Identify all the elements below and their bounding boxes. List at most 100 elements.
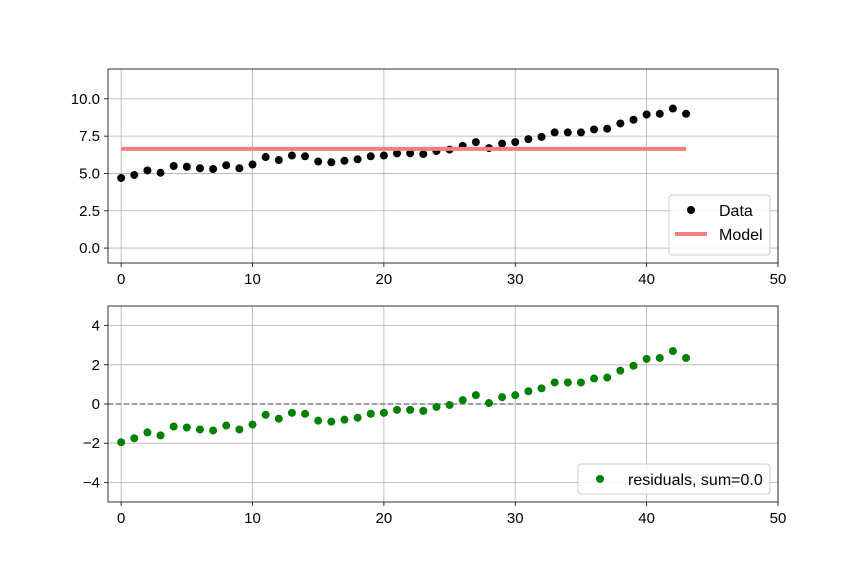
bottom-data-point	[156, 431, 165, 440]
bottom-data-point	[195, 425, 204, 434]
top-data-point	[130, 170, 139, 179]
top-data-point	[471, 138, 480, 147]
bottom-legend: residuals, sum=0.0	[577, 463, 771, 495]
bottom-x-ticks: 0 10 20 30 40 50	[117, 502, 786, 527]
bottom-series	[117, 347, 691, 447]
top-data-point	[563, 128, 572, 137]
bottom-data-point	[287, 408, 296, 417]
bottom-data-point	[445, 400, 454, 409]
top-data-point	[393, 149, 402, 158]
top-y-ticks: 0.0 2.5 5.0 7.5 10.0	[71, 91, 108, 257]
bottom-data-point	[537, 384, 546, 393]
top-data-point	[143, 166, 152, 175]
bottom-data-point	[366, 409, 375, 418]
top-grid	[108, 69, 779, 263]
top-data-point	[287, 151, 296, 160]
bottom-y-tick-label: −4	[83, 474, 100, 491]
top-data-point	[419, 150, 428, 159]
top-data-point	[550, 128, 559, 137]
top-y-tick-label: 5.0	[79, 165, 100, 182]
bottom-data-point	[406, 405, 415, 414]
bottom-data-point	[655, 353, 664, 362]
top-y-tick-label: 2.5	[79, 203, 100, 220]
top-x-tick-label: 40	[638, 271, 655, 288]
top-data-point	[222, 161, 231, 170]
top-legend: Data Model	[668, 194, 771, 256]
top-axes-frame	[107, 68, 779, 264]
top-x-tick-label: 30	[507, 271, 524, 288]
bottom-data-point	[117, 438, 126, 447]
bottom-data-point	[484, 399, 493, 408]
bottom-legend-marker	[596, 475, 604, 483]
bottom-data-point	[235, 425, 244, 434]
bottom-data-point	[169, 422, 178, 431]
top-y-tick-label: 10.0	[71, 91, 100, 108]
top-series	[117, 104, 691, 182]
bottom-x-tick-label: 40	[638, 510, 655, 527]
bottom-data-point	[498, 393, 507, 402]
bottom-data-point	[550, 378, 559, 387]
top-data-point	[301, 152, 310, 161]
bottom-data-point	[576, 378, 585, 387]
bottom-data-point	[524, 387, 533, 396]
bottom-y-tick-label: 2	[92, 357, 100, 374]
top-data-point	[169, 162, 178, 170]
top-y-tick-label: 7.5	[79, 128, 100, 145]
bottom-y-tick-label: −2	[83, 435, 100, 452]
top-data-point	[629, 115, 638, 124]
top-x-tick-label: 0	[117, 271, 125, 288]
top-data-point	[156, 168, 165, 177]
bottom-data-point	[379, 408, 388, 417]
top-data-point	[209, 164, 218, 173]
top-data-point	[524, 135, 533, 144]
bottom-x-tick-label: 10	[244, 510, 261, 527]
bottom-y-ticks: −4 −2 0 2 4	[83, 318, 108, 491]
bottom-x-tick-label: 20	[376, 510, 393, 527]
bottom-data-point	[340, 415, 349, 424]
top-x-ticks: 0 10 20 30 40 50	[117, 263, 786, 288]
bottom-data-point	[274, 414, 283, 423]
bottom-data-point	[261, 410, 270, 419]
top-data-point	[511, 138, 520, 147]
bottom-x-tick-label: 30	[507, 510, 524, 527]
bottom-data-point	[629, 361, 638, 370]
top-data-point	[406, 149, 415, 158]
top-data-point	[314, 157, 323, 166]
top-data-point	[366, 152, 375, 161]
bottom-data-point	[603, 373, 612, 382]
bottom-data-point	[182, 423, 191, 432]
top-data-point	[274, 156, 283, 165]
top-plot-panel: 0 10 20 30 40 50 0.0 2.5 5.0 7.5 10.0 Data Model	[71, 68, 786, 288]
top-data-point	[603, 124, 612, 133]
top-data-point	[235, 164, 244, 173]
bottom-data-point	[458, 396, 467, 405]
top-y-tick-label: 0.0	[79, 240, 100, 257]
top-data-point	[498, 139, 507, 148]
bottom-data-point	[222, 421, 231, 430]
bottom-x-tick-label: 50	[770, 510, 787, 527]
top-data-point	[261, 153, 270, 162]
bottom-legend-box	[577, 463, 771, 495]
top-data-point	[616, 119, 625, 128]
top-legend-marker	[687, 206, 695, 214]
top-data-point	[537, 132, 546, 141]
bottom-data-point	[682, 353, 691, 362]
bottom-data-point	[616, 366, 625, 375]
top-data-point	[590, 125, 599, 134]
top-data-point	[248, 160, 257, 169]
top-data-point	[327, 158, 336, 167]
bottom-data-point	[130, 434, 139, 443]
bottom-x-tick-label: 0	[117, 510, 125, 527]
bottom-data-point	[143, 428, 152, 437]
bottom-data-point	[327, 417, 336, 426]
bottom-y-tick-label: 0	[92, 396, 100, 413]
bottom-data-point	[353, 413, 362, 422]
top-data-point	[682, 109, 691, 118]
bottom-plot-panel: 0 10 20 30 40 50 −4 −2 0 2 4 residuals, sum=0.0	[83, 305, 786, 527]
bottom-data-point	[432, 402, 441, 411]
top-x-tick-label: 10	[244, 271, 261, 288]
bottom-data-point	[642, 354, 651, 363]
top-data-point	[668, 104, 677, 113]
bottom-data-point	[668, 347, 677, 356]
